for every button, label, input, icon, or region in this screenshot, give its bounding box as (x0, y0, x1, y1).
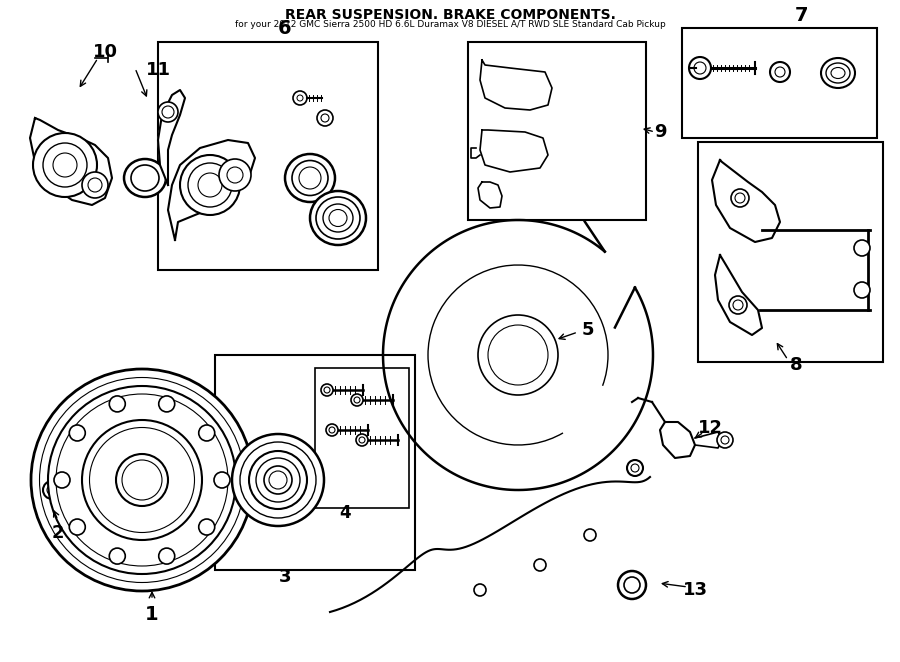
Bar (315, 368, 409, 508)
Bar (158, 42, 378, 270)
Text: 1: 1 (145, 604, 158, 624)
Ellipse shape (285, 154, 335, 202)
Circle shape (854, 282, 870, 298)
Circle shape (43, 481, 61, 499)
Text: 6: 6 (278, 19, 292, 38)
Circle shape (317, 110, 333, 126)
Polygon shape (695, 432, 722, 448)
Ellipse shape (264, 466, 292, 494)
Circle shape (109, 396, 125, 412)
Text: 13: 13 (682, 581, 707, 599)
Ellipse shape (310, 191, 366, 245)
Polygon shape (30, 118, 112, 205)
Polygon shape (478, 182, 502, 208)
Circle shape (474, 584, 486, 596)
Circle shape (109, 548, 125, 564)
Polygon shape (480, 60, 552, 110)
Ellipse shape (31, 369, 253, 591)
Circle shape (534, 559, 546, 571)
Text: 12: 12 (698, 419, 723, 437)
Text: 10: 10 (93, 43, 118, 61)
Ellipse shape (48, 386, 236, 574)
Polygon shape (168, 140, 255, 240)
Bar (698, 142, 883, 362)
Text: 2: 2 (52, 524, 64, 542)
Ellipse shape (116, 454, 168, 506)
Circle shape (689, 57, 711, 79)
Ellipse shape (232, 434, 324, 526)
Text: 9: 9 (653, 123, 666, 141)
Circle shape (627, 460, 643, 476)
Ellipse shape (821, 58, 855, 88)
Circle shape (584, 529, 596, 541)
Ellipse shape (82, 420, 202, 540)
Text: 7: 7 (796, 5, 809, 24)
Bar (682, 28, 877, 138)
Circle shape (356, 434, 368, 446)
Circle shape (199, 425, 215, 441)
Ellipse shape (478, 315, 558, 395)
Circle shape (326, 424, 338, 436)
Circle shape (158, 396, 175, 412)
Circle shape (321, 384, 333, 396)
Ellipse shape (249, 451, 307, 509)
Circle shape (731, 189, 749, 207)
Ellipse shape (124, 159, 166, 197)
Text: 3: 3 (279, 568, 292, 586)
Circle shape (199, 519, 215, 535)
Polygon shape (715, 255, 762, 335)
Circle shape (293, 91, 307, 105)
Text: 4: 4 (339, 504, 351, 522)
Polygon shape (712, 160, 780, 242)
Text: for your 2012 GMC Sierra 2500 HD 6.6L Duramax V8 DIESEL A/T RWD SLE Standard Cab: for your 2012 GMC Sierra 2500 HD 6.6L Du… (235, 20, 665, 29)
Circle shape (717, 432, 733, 448)
Polygon shape (158, 90, 185, 185)
Bar (468, 42, 646, 220)
Circle shape (158, 102, 178, 122)
Text: 11: 11 (146, 61, 170, 79)
Circle shape (82, 172, 108, 198)
Text: 8: 8 (789, 356, 802, 374)
Circle shape (158, 548, 175, 564)
Circle shape (33, 133, 97, 197)
Bar (215, 355, 415, 570)
Circle shape (219, 159, 251, 191)
Polygon shape (660, 422, 695, 458)
Circle shape (618, 571, 646, 599)
Circle shape (69, 425, 86, 441)
Polygon shape (480, 130, 548, 172)
Circle shape (69, 519, 86, 535)
Text: REAR SUSPENSION. BRAKE COMPONENTS.: REAR SUSPENSION. BRAKE COMPONENTS. (284, 8, 616, 22)
Text: 5: 5 (581, 321, 594, 339)
Circle shape (214, 472, 230, 488)
Circle shape (729, 296, 747, 314)
Circle shape (770, 62, 790, 82)
Circle shape (351, 394, 363, 406)
Circle shape (54, 472, 70, 488)
Circle shape (854, 240, 870, 256)
Circle shape (180, 155, 240, 215)
